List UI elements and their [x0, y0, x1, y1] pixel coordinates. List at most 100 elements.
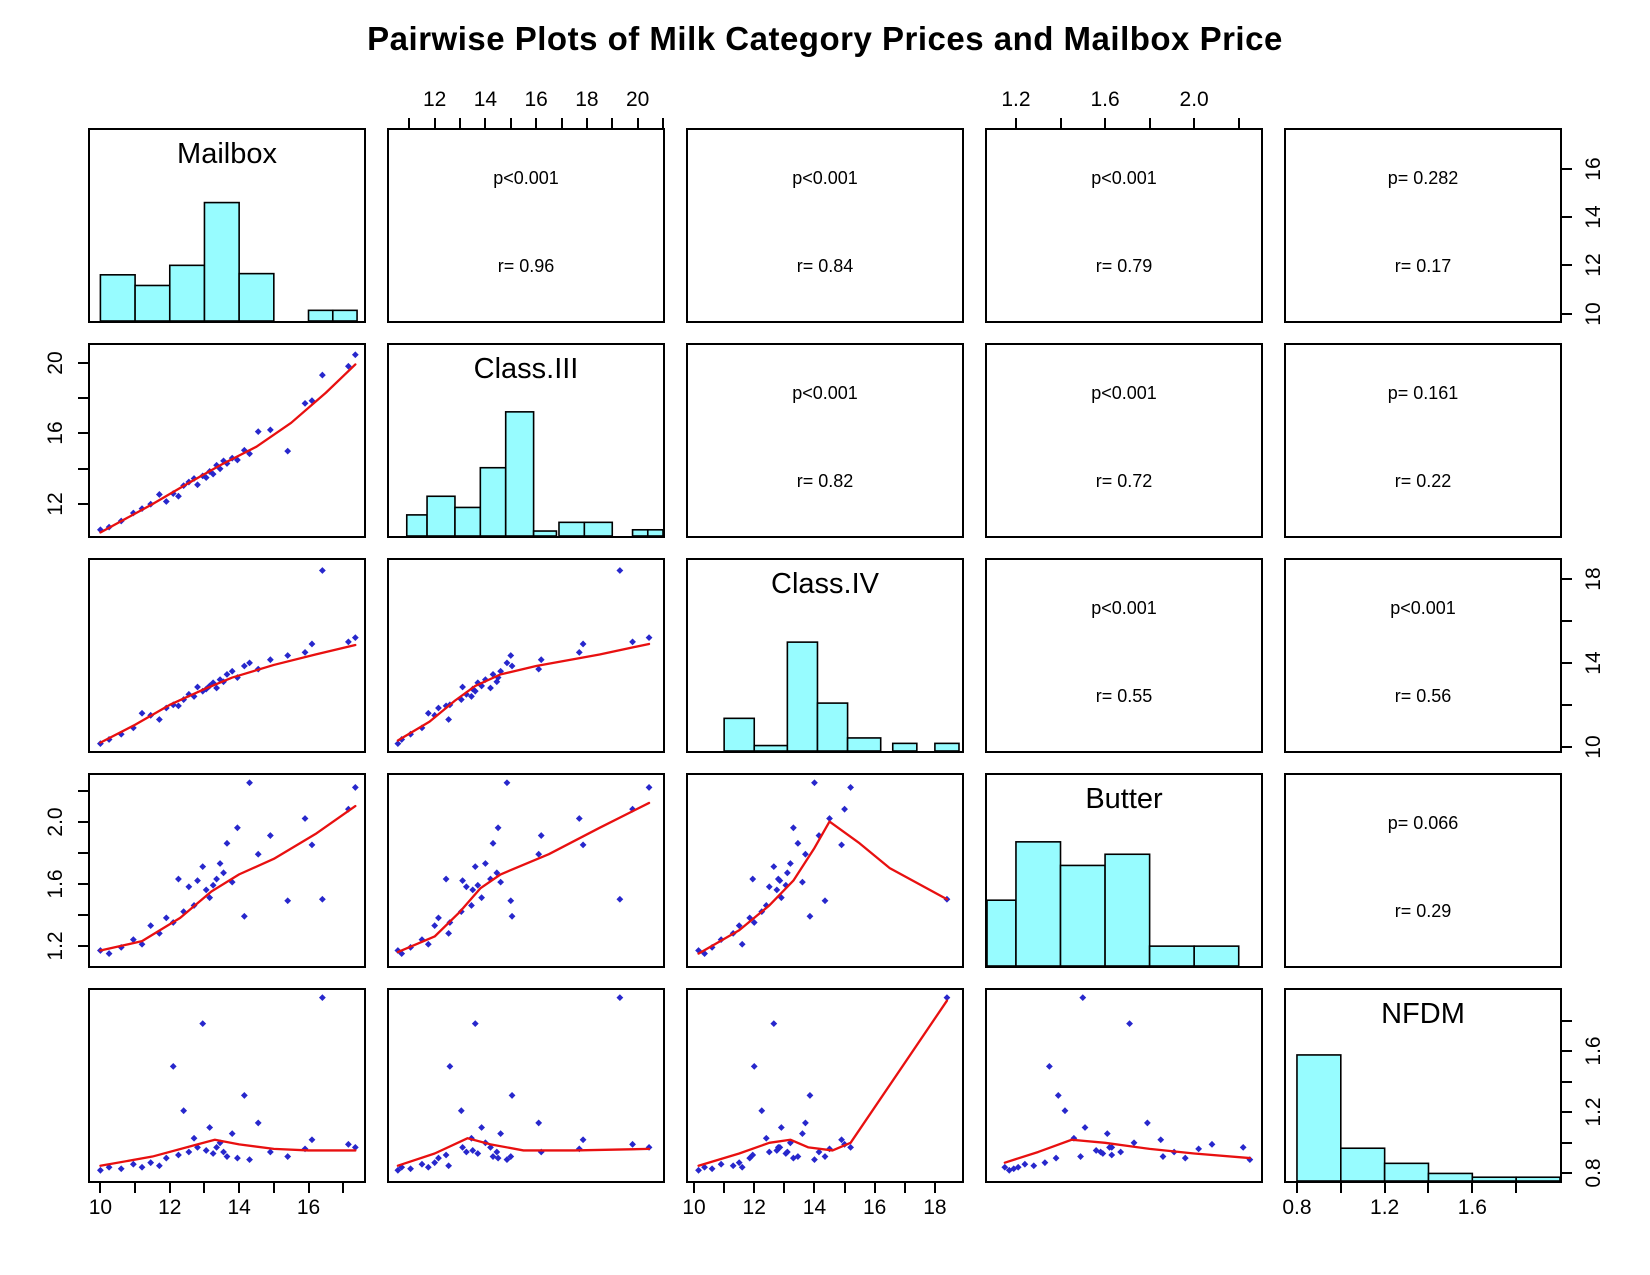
histogram-bar	[454, 506, 482, 536]
data-point	[301, 648, 309, 656]
panel-hist-class4: Class.IV	[686, 558, 964, 753]
histogram-bar	[891, 742, 918, 751]
data-point	[206, 1124, 214, 1131]
histogram-bar	[583, 521, 614, 536]
data-point	[246, 779, 253, 787]
data-point	[155, 491, 163, 498]
data-point	[418, 1160, 426, 1168]
data-point	[435, 914, 442, 922]
axis-tick	[78, 820, 88, 823]
data-point	[424, 940, 432, 948]
data-point	[206, 894, 214, 902]
data-point	[838, 841, 845, 849]
data-point	[749, 875, 757, 883]
data-point	[223, 839, 231, 847]
axis-tick-label: 18	[575, 88, 599, 111]
axis-tick-label: 1.2	[44, 931, 67, 961]
axis-tick	[78, 432, 88, 435]
axis-tick	[585, 118, 588, 128]
data-point	[180, 1107, 188, 1115]
panel-stat-mailbox-butter: p<0.001 r= 0.79	[985, 128, 1263, 323]
histogram-bar	[504, 411, 535, 536]
data-point	[457, 1107, 465, 1115]
data-point	[774, 875, 782, 883]
data-point	[442, 702, 450, 710]
data-point	[738, 940, 746, 948]
data-point	[308, 1136, 316, 1144]
axis-tick	[1104, 118, 1107, 128]
data-point	[469, 886, 477, 894]
data-point	[169, 1063, 177, 1070]
axis-tick-label: 12	[742, 1196, 766, 1219]
axis-tick	[1383, 1183, 1386, 1193]
panel-canvas	[1286, 345, 1560, 536]
data-point	[202, 474, 210, 482]
variable-label-nfdm: NFDM	[1381, 998, 1465, 1030]
data-point	[1030, 1162, 1038, 1170]
data-point	[240, 1092, 248, 1099]
smooth-line	[697, 820, 949, 955]
data-point	[1157, 1136, 1165, 1144]
data-point	[97, 1166, 104, 1174]
axis-tick-label: 1.6	[1582, 1036, 1605, 1066]
data-point	[138, 1163, 146, 1171]
histogram-bar	[1515, 1176, 1560, 1181]
data-point	[508, 662, 516, 670]
panel-stat-mailbox-class3: p<0.001 r= 0.96	[387, 128, 665, 323]
data-point	[199, 687, 207, 695]
panel-canvas	[688, 130, 962, 321]
data-point	[175, 1151, 182, 1159]
data-point	[717, 1160, 725, 1168]
variable-label-class3: Class.III	[473, 353, 579, 385]
axis-tick	[1562, 703, 1572, 706]
data-point	[344, 1140, 352, 1148]
data-point	[1195, 1145, 1203, 1153]
panel-scatter-class3-vs-mailbox	[88, 343, 366, 538]
data-point	[468, 902, 475, 909]
data-point	[537, 832, 545, 839]
data-point	[228, 878, 236, 886]
axis-tick-label: 20	[44, 351, 67, 375]
axis-tick	[1562, 577, 1572, 580]
panel-scatter-butter-vs-mailbox	[88, 773, 366, 968]
panel-canvas	[987, 841, 1240, 966]
data-point	[738, 1163, 746, 1171]
axis-tick-label: 10	[1582, 735, 1605, 759]
axis-tick	[1562, 1050, 1572, 1053]
data-point	[194, 481, 201, 489]
histogram-bar	[1015, 841, 1062, 966]
data-point	[535, 850, 543, 858]
panel-canvas	[1286, 130, 1560, 321]
axis-tick	[1562, 661, 1572, 664]
data-point	[735, 922, 743, 930]
axis-tick-label: 1.2	[1370, 1196, 1400, 1219]
axis-tick	[433, 118, 436, 128]
data-point	[190, 1134, 198, 1142]
data-point	[162, 914, 170, 922]
panel-scatter-butter-vs-class4	[686, 773, 964, 968]
data-point	[508, 912, 516, 920]
data-point	[695, 1166, 702, 1174]
data-point	[508, 1092, 516, 1099]
axis-tick	[813, 1183, 816, 1193]
data-point	[777, 1124, 785, 1131]
panel-canvas	[695, 779, 951, 957]
data-point	[234, 1154, 241, 1162]
panel-scatter-nfdm-vs-class4	[686, 988, 964, 1183]
axis-tick-label: 14	[227, 1196, 251, 1219]
data-point	[806, 912, 814, 920]
panel-stat-mailbox-nfdm: p= 0.282 r= 0.17	[1284, 128, 1562, 323]
data-point	[579, 1136, 587, 1144]
data-point	[489, 839, 497, 847]
data-point	[459, 683, 466, 691]
data-point	[806, 1092, 814, 1099]
histogram-bar	[99, 274, 136, 321]
panel-scatter-class4-vs-class3	[387, 558, 665, 753]
data-point	[308, 397, 316, 405]
data-point	[811, 1156, 818, 1164]
data-point	[129, 1160, 137, 1168]
data-point	[535, 1119, 543, 1127]
data-point	[695, 947, 702, 954]
data-point	[478, 894, 486, 902]
